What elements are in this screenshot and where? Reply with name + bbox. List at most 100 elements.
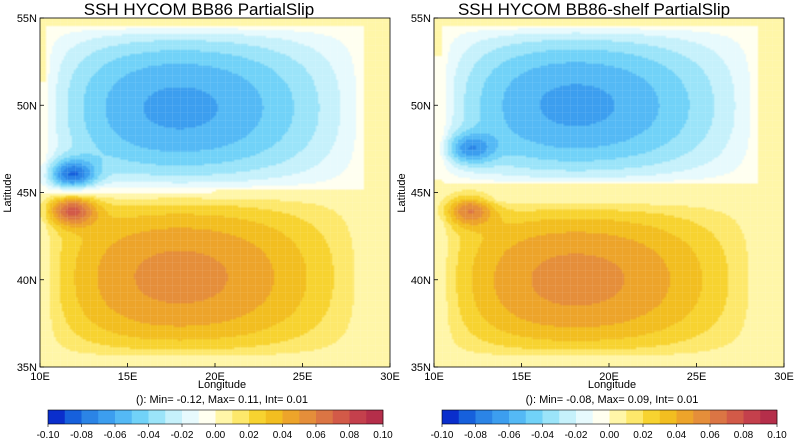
colorbar-swatch (509, 410, 527, 424)
colorbar-swatch (643, 410, 661, 424)
colorbar-swatch (265, 410, 283, 424)
colorbar-swatch (525, 410, 543, 424)
colorbar-tick-label: -0.06 (498, 430, 521, 441)
y-tick-label: 40N (17, 275, 37, 287)
grid-overlay (40, 18, 390, 367)
colorbar-swatch (165, 410, 183, 424)
colorbar-swatch (98, 410, 116, 424)
colorbar-swatch (676, 410, 694, 424)
stats-text: (): Min= -0.08, Max= 0.09, Int= 0.01 (526, 394, 699, 406)
colorbar-tick-label: 0.08 (340, 430, 360, 441)
colorbar-swatch (475, 410, 493, 424)
colorbar-tick-label: 0.02 (633, 430, 653, 441)
x-tick-label: 30E (774, 371, 794, 383)
colorbar-tick-label: -0.04 (531, 430, 554, 441)
colorbar-tick-label: -0.02 (171, 430, 194, 441)
y-tick-label: 35N (17, 362, 37, 374)
x-axis-label: Longitude (198, 379, 246, 391)
colorbar-tick-label: 0.00 (600, 430, 620, 441)
colorbar-swatch (559, 410, 577, 424)
axis-ticks: 10E 15E 20E 25E 30E 35N 40N 45N 50N 55N (17, 13, 400, 383)
colorbar-swatch (743, 410, 761, 424)
plot-area (39, 17, 391, 368)
colorbar-swatch (492, 410, 510, 424)
colorbar-swatch (659, 410, 677, 424)
x-tick-label: 15E (118, 371, 138, 383)
axis-ticks: 10E 15E 20E 25E 30E 35N 40N 45N 50N 55N (411, 13, 794, 383)
colorbar-tick-label: -0.02 (565, 430, 588, 441)
colorbar-swatch (442, 410, 460, 424)
colorbar-tick-label: 0.10 (767, 430, 787, 441)
colorbar-swatch (366, 410, 384, 424)
colorbar-tick-label: -0.08 (464, 430, 487, 441)
colorbar-swatch (458, 410, 476, 424)
colorbar-tick-label: 0.06 (306, 430, 326, 441)
colorbar-swatch (232, 410, 250, 424)
x-tick-label: 25E (687, 371, 707, 383)
colorbar-swatch (48, 410, 66, 424)
x-tick-label: 15E (512, 371, 532, 383)
x-tick-label: 10E (424, 371, 444, 383)
colorbar-tick-label: -0.10 (431, 430, 454, 441)
y-tick-label: 45N (411, 188, 431, 200)
colorbar-tick-label: 0.08 (734, 430, 754, 441)
colorbar-swatch (249, 410, 267, 424)
x-tick-label: 10E (30, 371, 50, 383)
x-tick-label: 30E (380, 371, 400, 383)
colorbar-swatch (115, 410, 133, 424)
colorbar-swatch (693, 410, 711, 424)
grid-overlay (434, 18, 784, 367)
stats-text: (): Min= -0.12, Max= 0.11, Int= 0.01 (136, 394, 308, 406)
colorbar-tick-label: 0.02 (239, 430, 259, 441)
colorbar-swatch (148, 410, 166, 424)
colorbar-tick-label: -0.06 (104, 430, 127, 441)
panel-left: SSH HYCOM BB86 PartialSlip 10E 15E 20E 25E 3… (2, 0, 400, 441)
plot-area (433, 17, 785, 368)
colorbar: -0.10 -0.08 -0.06 -0.04 -0.02 0.00 0.02 0.04 0.0… (37, 409, 393, 441)
colorbar-swatch (316, 410, 334, 424)
colorbar-swatch (626, 410, 644, 424)
colorbar-swatch (349, 410, 367, 424)
colorbar-swatch (198, 410, 216, 424)
colorbar-swatch (215, 410, 233, 424)
chart-title: SSH HYCOM BB86 PartialSlip (84, 0, 315, 19)
y-axis-label: Latitude (396, 173, 408, 212)
colorbar-tick-label: 0.06 (700, 430, 720, 441)
colorbar-tick-label: 0.00 (206, 430, 226, 441)
panel-right: SSH HYCOM BB86-shelf PartialSlip 10E 15E 2… (396, 0, 794, 441)
colorbar-tick-label: -0.08 (70, 430, 93, 441)
y-tick-label: 45N (17, 188, 37, 200)
colorbar-swatch (182, 410, 200, 424)
y-tick-label: 50N (411, 100, 431, 112)
colorbar-tick-label: 0.04 (667, 430, 687, 441)
colorbar-swatch (282, 410, 300, 424)
colorbar-swatch (592, 410, 610, 424)
x-tick-label: 25E (293, 371, 313, 383)
y-tick-label: 40N (411, 275, 431, 287)
colorbar-tick-label: -0.04 (137, 430, 160, 441)
x-tick-label: 20E (205, 371, 225, 383)
colorbar-swatch (710, 410, 728, 424)
colorbar-swatch (760, 410, 778, 424)
colorbar-tick-label: -0.10 (37, 430, 60, 441)
x-tick-label: 20E (599, 371, 619, 383)
colorbar-swatch (299, 410, 317, 424)
y-tick-label: 35N (411, 362, 431, 374)
colorbar-swatch (609, 410, 627, 424)
colorbar-swatch (332, 410, 350, 424)
y-tick-label: 50N (17, 100, 37, 112)
colorbar-swatch (64, 410, 82, 424)
y-tick-label: 55N (17, 13, 37, 25)
x-axis-label: Longitude (588, 379, 636, 391)
colorbar-swatch (576, 410, 594, 424)
colorbar-swatch (726, 410, 744, 424)
chart-title: SSH HYCOM BB86-shelf PartialSlip (458, 0, 730, 19)
colorbar-swatch (542, 410, 560, 424)
colorbar-tick-label: 0.10 (373, 430, 393, 441)
colorbar-swatch (131, 410, 149, 424)
colorbar-swatch (81, 410, 99, 424)
colorbar-tick-label: 0.04 (273, 430, 293, 441)
y-tick-label: 55N (411, 13, 431, 25)
y-axis-label: Latitude (2, 173, 14, 212)
